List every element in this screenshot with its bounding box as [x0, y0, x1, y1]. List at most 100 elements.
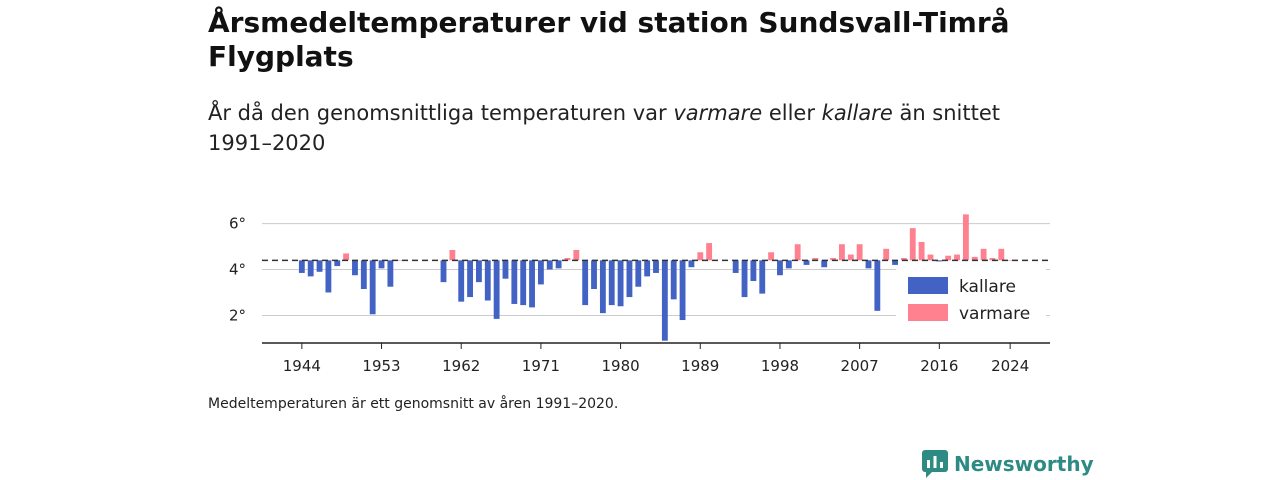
bar: [316, 260, 323, 272]
bar: [396, 260, 403, 261]
bar: [298, 260, 305, 273]
bar: [1007, 260, 1014, 261]
bar: [918, 241, 925, 261]
bar: [449, 249, 456, 261]
bar: [555, 260, 562, 269]
x-tick-label: 1998: [761, 357, 799, 375]
x-tick-label: 1980: [601, 357, 639, 375]
bar: [635, 260, 642, 287]
bar: [830, 258, 837, 261]
bar: [909, 228, 916, 261]
x-tick-label: 1962: [442, 357, 480, 375]
subtitle-cold-word: kallare: [821, 101, 893, 125]
bar: [582, 260, 589, 306]
bar: [360, 260, 367, 290]
bar: [520, 260, 527, 306]
bar: [883, 248, 890, 261]
bar: [785, 260, 792, 269]
bar: [759, 260, 766, 294]
bar: [573, 249, 580, 261]
bar: [440, 260, 447, 283]
bar: [599, 260, 606, 314]
bar: [998, 248, 1005, 261]
bar: [954, 254, 960, 261]
bar: [803, 260, 810, 265]
bar: [945, 255, 952, 261]
x-tick-label: 1989: [681, 357, 719, 375]
bar: [546, 260, 553, 270]
bar: [768, 252, 775, 261]
y-axis-ticks: 2° 4° 6°: [229, 215, 246, 325]
bar: [865, 260, 872, 269]
bar: [962, 214, 969, 261]
bar: [458, 260, 465, 302]
bar: [467, 260, 473, 298]
bar: [644, 260, 651, 277]
bar: [502, 260, 509, 279]
temperature-bar-chart: 1944 1953 1962 1971 1980 1989 1998 2007 2016 2024…: [229, 214, 1050, 375]
bar: [653, 260, 659, 273]
x-tick-label: 1971: [522, 357, 560, 375]
bars: [298, 214, 1014, 341]
legend-colder-label: kallare: [959, 277, 1016, 297]
bar: [591, 260, 597, 290]
legend: kallare varmare: [896, 268, 1046, 328]
bar: [493, 260, 500, 319]
bar: [537, 260, 544, 285]
brand-name: Newsworthy: [954, 452, 1094, 476]
footnote: Medeltemperaturen är ett genomsnitt av å…: [208, 396, 619, 412]
bar: [812, 258, 819, 261]
subtitle-middle: eller: [762, 101, 822, 125]
x-tick-label: 2007: [841, 357, 879, 375]
bar: [307, 260, 314, 277]
bar: [892, 260, 898, 265]
bar: [936, 260, 943, 262]
bar: [334, 260, 341, 267]
bar: [847, 254, 854, 261]
bar: [626, 260, 633, 298]
chart-subtitle: År då den genomsnittliga temperaturen va…: [208, 98, 1028, 158]
bar: [900, 258, 907, 261]
bar: [661, 260, 668, 341]
bar: [511, 260, 518, 304]
brand-logo: Newsworthy: [922, 450, 1094, 478]
bar: [378, 260, 385, 269]
bar: [794, 244, 801, 261]
subtitle-warm-word: varmare: [673, 101, 763, 125]
x-tick-label: 1944: [283, 357, 321, 375]
y-tick-label: 6°: [229, 215, 246, 233]
bar: [670, 260, 677, 300]
bar: [732, 260, 739, 273]
y-tick-label: 2°: [229, 306, 246, 324]
bar: [750, 260, 757, 281]
bar: [387, 260, 394, 287]
bar: [529, 260, 535, 308]
legend-warmer-swatch: [908, 304, 948, 321]
subtitle-suffix: än snittet 1991–2020: [208, 101, 1001, 155]
x-tick-label: 2024: [991, 357, 1029, 375]
y-tick-label: 4°: [229, 261, 246, 279]
bar: [343, 253, 350, 261]
bar: [927, 254, 934, 261]
subtitle-prefix: År då den genomsnittliga temperaturen va…: [208, 101, 674, 125]
bar: [821, 260, 828, 268]
bar: [679, 260, 686, 321]
bar: [980, 248, 987, 261]
bar: [484, 260, 491, 301]
bar: [325, 260, 332, 293]
chart-logo-icon: [922, 450, 948, 478]
bar: [369, 260, 376, 315]
chart-title: Årsmedeltemperaturer vid station Sundsva…: [208, 6, 1010, 73]
x-tick-label: 2016: [920, 357, 958, 375]
bar: [688, 260, 695, 268]
bar: [475, 260, 482, 283]
bar: [706, 243, 713, 261]
bar: [741, 260, 748, 298]
x-tick-label: 1953: [362, 357, 400, 375]
bar: [564, 258, 571, 261]
x-axis-ticks: 1944 1953 1962 1971 1980 1989 1998 2007 2016 2024: [283, 343, 1029, 375]
bar: [697, 252, 704, 261]
bar: [777, 260, 783, 276]
bar: [352, 260, 358, 276]
bar: [989, 258, 996, 261]
